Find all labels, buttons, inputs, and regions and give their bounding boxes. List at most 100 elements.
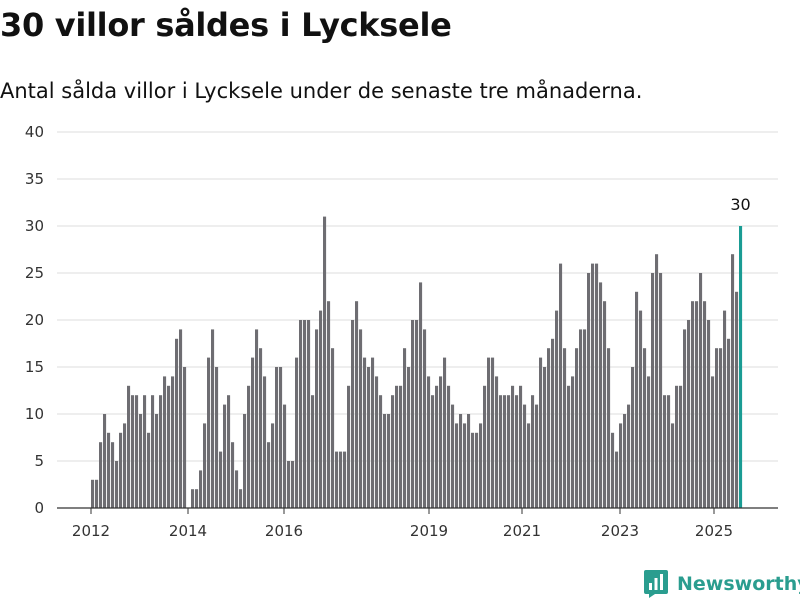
x-tick-label: 2012 — [72, 522, 110, 540]
bar — [143, 395, 147, 508]
bar — [647, 376, 651, 508]
bar — [151, 395, 155, 508]
bar — [255, 329, 259, 508]
bar — [503, 395, 507, 508]
bar — [355, 301, 359, 508]
bar — [531, 395, 535, 508]
bar — [495, 376, 499, 508]
newsworthy-logo-text: Newsworthy — [677, 573, 800, 595]
x-tick-label: 2014 — [169, 522, 207, 540]
bar — [695, 301, 699, 508]
bar — [191, 489, 195, 508]
bar — [439, 376, 443, 508]
bar — [195, 489, 199, 508]
bar — [411, 320, 415, 508]
newsworthy-logo: Newsworthy — [643, 568, 800, 600]
y-tick-label: 35 — [25, 170, 44, 188]
bar — [139, 414, 143, 508]
bar — [491, 357, 495, 508]
bar — [639, 310, 643, 508]
bar — [167, 385, 171, 508]
bar — [535, 404, 539, 508]
bar — [507, 395, 511, 508]
bar — [479, 423, 483, 508]
bar — [339, 451, 343, 508]
bar — [623, 414, 627, 508]
bar — [483, 385, 487, 508]
bar — [567, 385, 571, 508]
bar — [223, 404, 227, 508]
bar — [423, 329, 427, 508]
bar — [215, 367, 219, 508]
bar — [163, 376, 167, 508]
bar — [279, 367, 283, 508]
bar — [467, 414, 471, 508]
bar — [447, 385, 451, 508]
annotations: 30 — [730, 195, 750, 214]
bar — [707, 320, 711, 508]
bar — [723, 310, 727, 508]
bar — [651, 273, 655, 508]
bar — [463, 423, 467, 508]
y-axis-labels: 0 5 10 15 20 25 30 35 40 — [25, 123, 44, 517]
bar — [611, 432, 615, 508]
bar — [471, 432, 475, 508]
bar — [243, 414, 247, 508]
bar — [731, 254, 735, 508]
bar — [603, 301, 607, 508]
bar — [403, 348, 407, 508]
bar — [379, 395, 383, 508]
bar — [719, 348, 723, 508]
bar — [239, 489, 243, 508]
bar — [699, 273, 703, 508]
bar — [667, 395, 671, 508]
bar — [435, 385, 439, 508]
y-tick-label: 40 — [25, 123, 44, 141]
bar — [615, 451, 619, 508]
bar — [287, 461, 291, 508]
bar — [475, 432, 479, 508]
bar — [347, 385, 351, 508]
bar — [175, 338, 179, 508]
bar — [627, 404, 631, 508]
bar — [103, 414, 107, 508]
bar — [371, 357, 375, 508]
bar — [359, 329, 363, 508]
bar — [203, 423, 207, 508]
bar — [679, 385, 683, 508]
bar — [443, 357, 447, 508]
bar — [691, 301, 695, 508]
bar — [515, 395, 519, 508]
bar — [591, 263, 595, 508]
bar — [319, 310, 323, 508]
bar — [631, 367, 635, 508]
bar — [111, 442, 115, 508]
y-tick-label: 15 — [25, 358, 44, 376]
chart-title: 30 villor såldes i Lycksele — [0, 6, 452, 44]
bar — [351, 320, 355, 508]
bar — [211, 329, 215, 508]
bar — [343, 451, 347, 508]
newsworthy-logo-icon — [644, 570, 668, 598]
bar — [283, 404, 287, 508]
bar — [99, 442, 103, 508]
bar — [671, 423, 675, 508]
bar — [587, 273, 591, 508]
bar — [459, 414, 463, 508]
bar — [183, 367, 187, 508]
bar — [659, 273, 663, 508]
bar — [575, 348, 579, 508]
bar — [607, 348, 611, 508]
bar — [715, 348, 719, 508]
bar — [235, 470, 239, 508]
bar — [303, 320, 307, 508]
y-tick-label: 30 — [25, 217, 44, 235]
bar — [115, 461, 119, 508]
bar — [295, 357, 299, 508]
bar — [599, 282, 603, 508]
y-tick-label: 0 — [34, 499, 44, 517]
bar — [399, 385, 403, 508]
bar — [207, 357, 211, 508]
bar — [583, 329, 587, 508]
bar — [407, 367, 411, 508]
